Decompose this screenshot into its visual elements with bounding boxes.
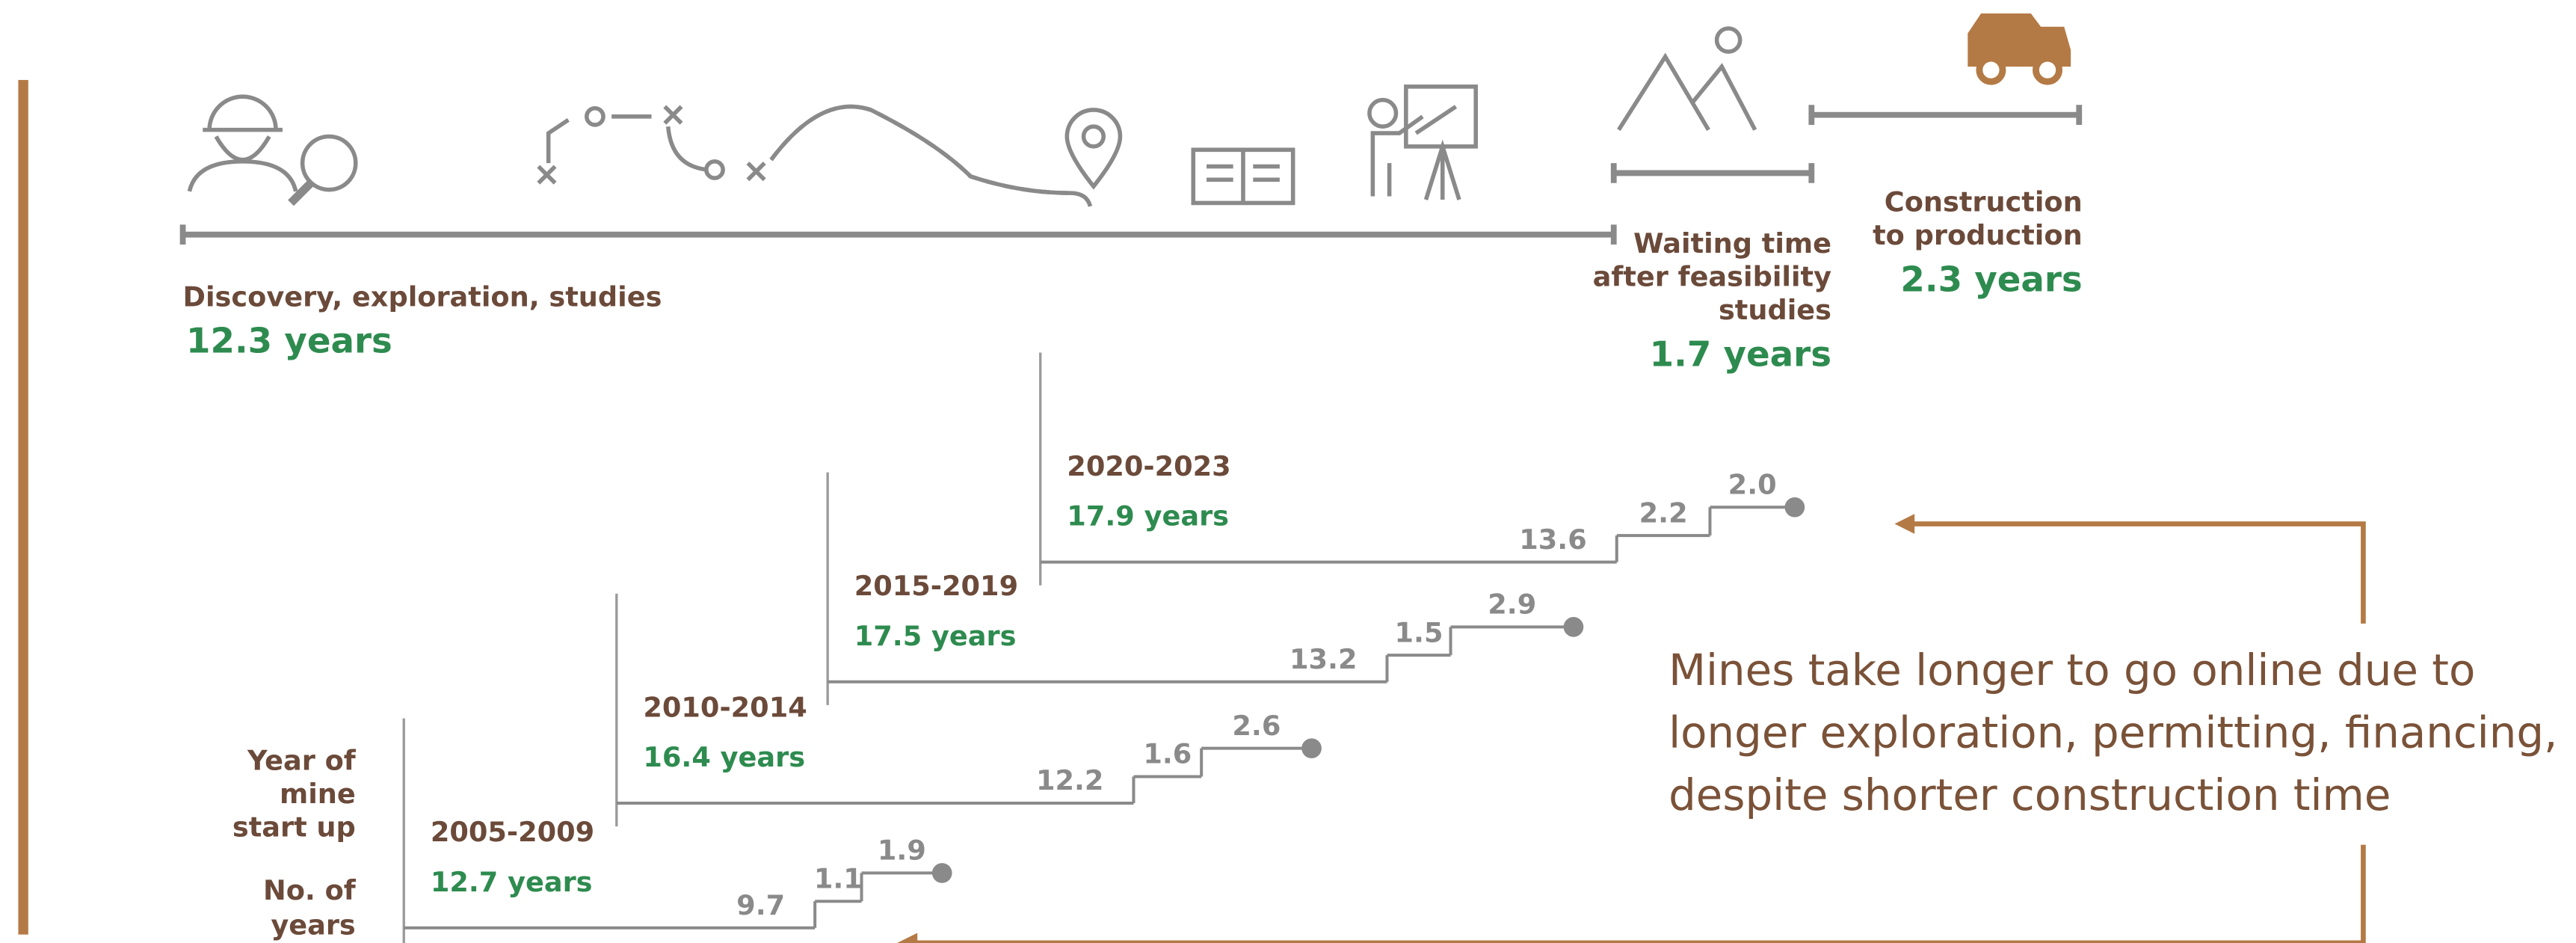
phase-label: after feasibility (1593, 261, 1831, 293)
route-node (704, 159, 725, 180)
note-line: despite shorter construction time (1668, 770, 2391, 820)
axis-label: years (271, 909, 355, 942)
phase-value: 9.7 (736, 889, 785, 921)
total-unit: years (1144, 500, 1229, 532)
phase-label: Discovery, exploration, studies (183, 280, 662, 313)
period-name: 2020-2023 (1067, 450, 1230, 482)
total-unit: years (931, 620, 1016, 652)
phase-value: 1.1 (814, 862, 863, 894)
phase-label: Construction (1885, 186, 2083, 218)
phase-value: 2.2 (1639, 497, 1688, 529)
end-dot (1563, 617, 1584, 637)
period-total: 17.5 years (854, 620, 1017, 652)
phase-value: 1.9 (878, 835, 926, 867)
period-total: 16.4 years (643, 741, 805, 773)
period-name: 2015-2019 (854, 570, 1018, 602)
mountain-icon (1617, 52, 1757, 132)
book-icon (1191, 147, 1295, 206)
pin-dot (1081, 124, 1106, 149)
note-line: Mines take longer to go online due to (1668, 645, 2475, 695)
route-cross (537, 105, 766, 185)
route-dashed (769, 104, 1070, 195)
total-value: 17.5 (854, 620, 922, 652)
phase-value: 13.2 (1289, 643, 1357, 675)
total-value: 17.9 (1067, 500, 1134, 532)
arrow-bottom (907, 844, 2366, 943)
axis-label: start up (232, 811, 356, 843)
phase-value: 12.2 (1036, 764, 1103, 796)
pin-icon (1064, 108, 1123, 190)
phase-value: 2.0 (1728, 469, 1777, 501)
phase-label: to production (1873, 219, 2083, 251)
magnifier-handle (288, 179, 314, 206)
period-name: 2005-2009 (431, 816, 594, 848)
period-name: 2010-2014 (643, 691, 807, 723)
period-total: 17.9 years (1067, 500, 1229, 532)
phase-years: 1.7 years (1650, 334, 1831, 375)
phase-label: Waiting time (1633, 227, 1831, 259)
total-value: 12.7 (431, 866, 498, 898)
magnifier-icon (300, 134, 358, 192)
worker-icon (187, 135, 298, 192)
phase-value: 2.6 (1232, 710, 1281, 742)
phase-label: studies (1719, 294, 1831, 326)
years-value: 2.3 (1900, 259, 1962, 300)
total-value: 16.4 (643, 741, 710, 773)
years-value: 1.7 (1650, 334, 1712, 375)
period-total: 12.7 years (431, 866, 593, 898)
icons (187, 26, 1757, 207)
phase-years: 12.3 years (186, 322, 392, 362)
presenter-head (1367, 97, 1399, 129)
note-line: longer exploration, permitting, financin… (1668, 707, 2557, 758)
route-icon (546, 104, 1093, 207)
end-dot (1784, 497, 1805, 517)
years-value: 12.3 (186, 322, 272, 362)
presenter-body (1370, 114, 1424, 197)
axis-label: Year of (247, 745, 357, 777)
arrow-top (1904, 521, 2366, 624)
end-dot (1301, 738, 1322, 759)
phase-years: 2.3 years (1900, 259, 2082, 300)
years-unit: years (1974, 259, 2082, 300)
years-unit: years (1724, 334, 1831, 375)
years-unit: years (284, 322, 392, 362)
axis-label: mine (280, 778, 356, 810)
side-bar (18, 79, 28, 935)
end-dot (931, 863, 952, 883)
helmet-icon (203, 94, 283, 132)
sun-icon (1714, 26, 1743, 54)
total-unit: years (508, 866, 592, 898)
easel-icon (1414, 105, 1461, 200)
route-node (585, 105, 606, 127)
axis-label: No. of (263, 874, 357, 906)
total-unit: years (721, 741, 805, 773)
phase-value: 1.6 (1143, 738, 1192, 770)
phase-value: 2.9 (1488, 589, 1536, 621)
phase-value: 13.6 (1519, 523, 1586, 556)
truck-icon (1968, 13, 2071, 85)
phase-value: 1.5 (1395, 616, 1443, 648)
